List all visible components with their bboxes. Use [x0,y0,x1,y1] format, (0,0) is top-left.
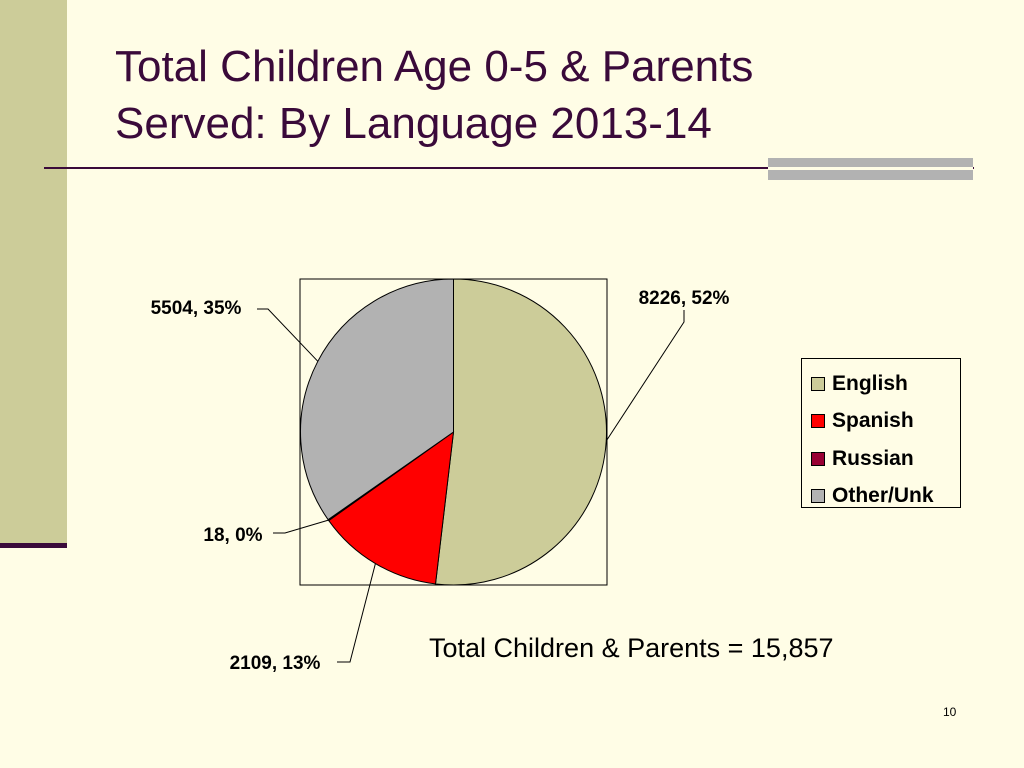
data-label-russian: 18, 0% [203,525,262,546]
legend-swatch-spanish [811,414,825,428]
legend-label-russian: Russian [832,447,914,471]
legend-item-english: English [802,365,960,403]
data-label-other-unk: 5504, 35% [151,298,242,319]
leader-line-russian [273,520,328,533]
legend-item-other-unk: Other/Unk [802,478,960,516]
legend-item-spanish: Spanish [802,403,960,441]
pie-slice-english [436,279,607,585]
data-label-english: 8226, 52% [639,288,730,309]
data-label-spanish: 2109, 13% [230,653,321,674]
legend-swatch-other-unk [811,489,825,503]
leader-line-other-unk [257,309,318,361]
chart-legend: English Spanish Russian Other/Unk [801,358,961,508]
leader-line-spanish [337,564,375,662]
legend-label-spanish: Spanish [832,409,914,433]
legend-label-other-unk: Other/Unk [832,484,934,508]
legend-swatch-russian [811,452,825,466]
legend-swatch-english [811,377,825,391]
page-number: 10 [943,705,956,719]
total-summary-text: Total Children & Parents = 15,857 [429,633,834,664]
leader-line-english [606,310,684,441]
legend-label-english: English [832,372,908,396]
legend-item-russian: Russian [802,440,960,478]
